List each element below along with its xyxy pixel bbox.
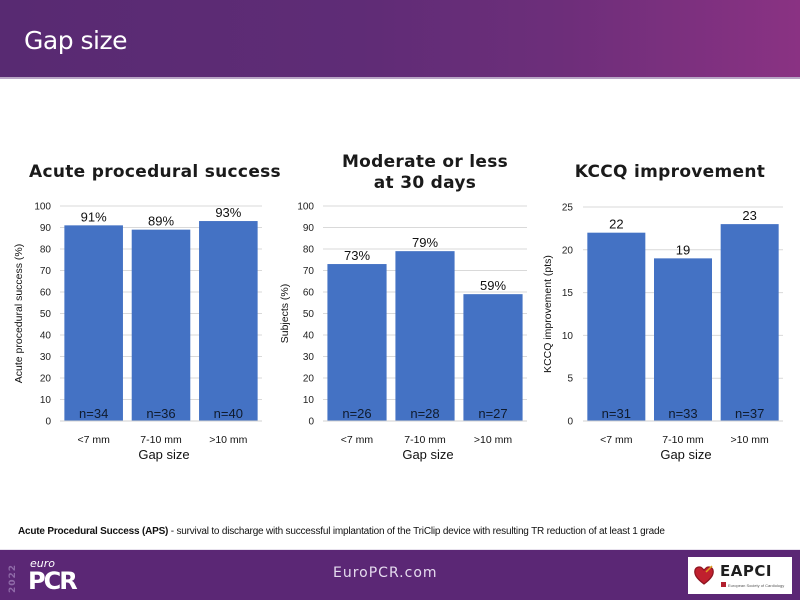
y-tick-label: 100 — [297, 202, 314, 213]
data-label: 19 — [676, 242, 690, 257]
x-tick-label: >10 mm — [731, 434, 769, 446]
y-tick-label: 10 — [562, 331, 574, 342]
y-tick-label: 50 — [303, 309, 315, 320]
data-label: 79% — [412, 235, 438, 250]
y-axis-label: Acute procedural success (%) — [13, 244, 25, 383]
y-tick-label: 30 — [40, 352, 52, 363]
bar — [587, 232, 646, 421]
footnote: Acute Procedural Success (APS) - surviva… — [18, 526, 665, 537]
eapci-subtitle: European Society of Cardiology — [728, 583, 785, 588]
y-tick-label: 50 — [40, 309, 52, 320]
bar — [463, 294, 523, 421]
x-tick-label: >10 mm — [474, 434, 512, 446]
x-tick-label: >10 mm — [209, 434, 247, 446]
y-tick-label: 40 — [303, 331, 315, 342]
logo-year: 2022 — [8, 563, 18, 593]
y-tick-label: 80 — [40, 245, 52, 256]
y-tick-label: 25 — [562, 203, 574, 214]
bar — [327, 264, 387, 421]
chart-title-line-2: at 30 days — [373, 173, 477, 193]
data-label: 93% — [215, 205, 241, 220]
bar — [395, 251, 455, 421]
sample-size-label: n=34 — [79, 406, 108, 421]
header-divider — [0, 77, 800, 79]
sample-size-label: n=31 — [602, 406, 631, 421]
bar — [720, 224, 779, 421]
y-tick-label: 100 — [34, 202, 51, 213]
chart-title-acute-procedural-success: Acute procedural success — [29, 162, 281, 182]
data-label: 73% — [344, 248, 370, 263]
y-tick-label: 20 — [40, 374, 52, 385]
x-tick-label: <7 mm — [600, 434, 633, 446]
logo-pcr: PCR — [28, 567, 78, 595]
y-axis-label: Subjects (%) — [279, 284, 291, 344]
y-tick-label: 0 — [45, 417, 51, 428]
slide-header — [0, 0, 800, 77]
y-tick-label: 60 — [303, 288, 315, 299]
y-tick-label: 70 — [303, 266, 315, 277]
x-axis-label: Gap size — [402, 447, 453, 462]
x-tick-label: 7-10 mm — [140, 434, 182, 446]
y-tick-label: 70 — [40, 266, 52, 277]
data-label: 23 — [742, 208, 756, 223]
data-label: 59% — [480, 278, 506, 293]
sample-size-label: n=37 — [735, 406, 764, 421]
y-axis-label: KCCQ improvement (pts) — [542, 255, 554, 373]
data-label: 22 — [609, 217, 623, 232]
footnote-definition: - survival to discharge with successful … — [168, 526, 665, 537]
sample-size-label: n=40 — [214, 406, 243, 421]
y-tick-label: 0 — [308, 417, 314, 428]
sample-size-label: n=36 — [146, 406, 175, 421]
bar — [131, 229, 191, 421]
y-tick-label: 60 — [40, 288, 52, 299]
y-tick-label: 90 — [303, 223, 315, 234]
y-tick-label: 40 — [40, 331, 52, 342]
chart-title-kccq-improvement: KCCQ improvement — [574, 162, 766, 182]
heart-icon — [694, 565, 714, 585]
x-tick-label: <7 mm — [341, 434, 374, 446]
page-title: Gap size — [24, 26, 127, 55]
logo-euro: euro — [30, 557, 55, 570]
sample-size-label: n=26 — [342, 406, 371, 421]
x-axis-label: Gap size — [138, 447, 189, 462]
y-tick-label: 20 — [562, 245, 574, 256]
y-tick-label: 30 — [303, 352, 315, 363]
x-tick-label: 7-10 mm — [404, 434, 446, 446]
y-tick-label: 10 — [40, 395, 52, 406]
y-tick-label: 90 — [40, 223, 52, 234]
chart-title-line-1: Moderate or less — [341, 152, 509, 172]
y-tick-label: 20 — [303, 374, 315, 385]
bar — [64, 225, 123, 421]
y-tick-label: 80 — [303, 245, 315, 256]
site-link[interactable]: EuroPCR.com — [333, 565, 438, 581]
footnote-term: Acute Procedural Success (APS) — [18, 526, 169, 537]
chart-title-moderate-or-less: Moderate or less at 30 days — [300, 152, 550, 194]
sample-size-label: n=27 — [478, 406, 507, 421]
europcr-logo: 2022 euro PCR — [8, 557, 98, 595]
slide-footer — [0, 550, 800, 600]
data-label: 89% — [148, 214, 174, 229]
x-tick-label: <7 mm — [77, 434, 110, 446]
eapci-logo: EAPCI European Society of Cardiology — [688, 557, 792, 594]
sample-size-label: n=33 — [668, 406, 697, 421]
y-tick-label: 10 — [303, 395, 315, 406]
footer-divider — [0, 549, 800, 550]
data-label: 91% — [81, 209, 107, 224]
sample-size-label: n=28 — [410, 406, 439, 421]
bar — [199, 221, 258, 421]
eapci-name: EAPCI — [720, 562, 772, 580]
bar — [654, 258, 712, 421]
y-tick-label: 5 — [567, 374, 573, 385]
y-tick-label: 15 — [562, 288, 574, 299]
x-tick-label: 7-10 mm — [662, 434, 704, 446]
esc-mark-icon — [721, 582, 726, 587]
y-tick-label: 0 — [567, 417, 573, 428]
x-axis-label: Gap size — [660, 447, 711, 462]
